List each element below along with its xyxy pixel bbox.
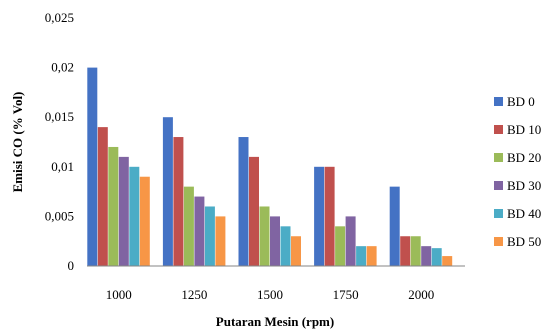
bar-bd-0-1000 (87, 67, 98, 266)
x-tick-label: 1750 (333, 287, 359, 302)
legend-label: BD 50 (507, 234, 541, 249)
bar-bd-30-1000 (118, 156, 129, 266)
bar-bd-0-2000 (389, 186, 400, 266)
legend-swatch (494, 97, 503, 106)
legend-label: BD 0 (507, 94, 535, 109)
bar-bd-10-1250 (173, 137, 184, 266)
bar-bd-30-1250 (194, 196, 205, 266)
bar-bd-20-1250 (183, 186, 194, 266)
bar-bd-50-1000 (139, 176, 150, 266)
bar-bd-30-1750 (345, 216, 356, 266)
bar-bd-50-1750 (366, 246, 377, 266)
bar-bd-40-1750 (356, 246, 367, 266)
bar-bd-10-1500 (249, 156, 259, 266)
legend-swatch (494, 125, 503, 134)
bar-bd-50-2000 (442, 256, 453, 266)
bar-bd-40-1250 (204, 206, 215, 266)
legend: BD 0 BD 10 BD 20 BD 30 BD 40 BD 50 (494, 94, 541, 249)
legend-label: BD 30 (507, 178, 541, 193)
legend-swatch (494, 181, 503, 190)
bar-bd-20-2000 (410, 236, 421, 266)
bar-bd-0-1750 (314, 166, 325, 266)
legend-label: BD 20 (507, 150, 541, 165)
x-tick-label: 2000 (408, 287, 434, 302)
bar-bd-20-1750 (335, 226, 346, 266)
bar-bd-40-2000 (431, 248, 442, 266)
legend-swatch (494, 153, 503, 162)
x-tick-label: 1250 (181, 287, 207, 302)
x-tick-label: 1000 (106, 287, 132, 302)
bar-bd-20-1500 (259, 206, 270, 266)
bar-bd-40-1000 (129, 166, 140, 266)
x-axis-title: Putaran Mesin (rpm) (216, 314, 334, 329)
legend-label: BD 40 (507, 206, 541, 221)
y-axis-title: Emisi CO (% Vol) (10, 92, 25, 193)
y-tick-label: 0,015 (45, 109, 74, 124)
y-tick-label: 0 (68, 258, 75, 273)
y-tick-label: 0,005 (45, 208, 74, 223)
bar-series (87, 67, 453, 267)
bar-bd-0-1500 (238, 137, 249, 266)
legend-label: BD 10 (507, 122, 541, 137)
bar-bd-10-1000 (97, 127, 108, 267)
y-tick-label: 0,01 (51, 159, 74, 174)
x-axis-ticks: 1000 1250 1500 1750 2000 (106, 287, 434, 302)
legend-swatch (494, 209, 503, 218)
y-axis-ticks: 0 0,005 0,01 0,015 0,02 0,025 (45, 10, 74, 273)
y-tick-label: 0,02 (51, 60, 74, 75)
y-tick-label: 0,025 (45, 10, 74, 25)
bar-bd-0-1250 (162, 117, 173, 266)
bar-bd-50-1500 (291, 236, 301, 266)
bar-bd-30-1500 (270, 216, 280, 266)
bar-bd-50-1250 (215, 216, 226, 266)
x-tick-label: 1500 (257, 287, 283, 302)
bar-bd-30-2000 (421, 246, 432, 266)
bar-bd-10-1750 (324, 166, 335, 266)
legend-swatch (494, 237, 503, 246)
bar-bd-10-2000 (400, 236, 411, 266)
bar-bd-20-1000 (108, 146, 119, 266)
bar-bd-40-1500 (280, 226, 291, 266)
